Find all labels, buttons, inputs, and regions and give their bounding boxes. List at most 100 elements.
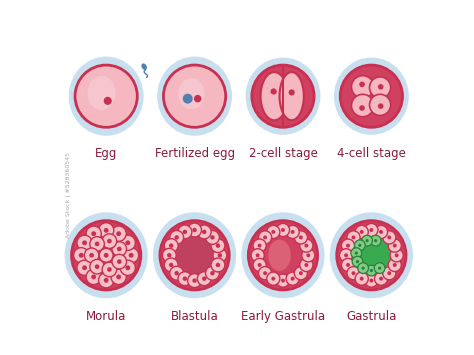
Circle shape: [102, 234, 117, 248]
Circle shape: [301, 249, 315, 262]
Text: Adobe Stock | #528360545: Adobe Stock | #528360545: [65, 152, 71, 238]
Circle shape: [248, 221, 318, 290]
Circle shape: [192, 278, 197, 283]
Circle shape: [356, 260, 359, 263]
Circle shape: [360, 277, 364, 281]
Circle shape: [104, 253, 109, 258]
Circle shape: [267, 272, 280, 285]
Circle shape: [188, 223, 201, 237]
Circle shape: [164, 65, 226, 127]
Ellipse shape: [246, 58, 319, 134]
Circle shape: [253, 239, 266, 252]
Circle shape: [188, 274, 201, 288]
Circle shape: [128, 253, 134, 258]
Circle shape: [304, 263, 308, 267]
Circle shape: [167, 253, 172, 257]
Circle shape: [125, 240, 130, 245]
Circle shape: [90, 237, 104, 251]
Circle shape: [253, 258, 266, 272]
Text: Early Gastrula: Early Gastrula: [241, 310, 325, 323]
Circle shape: [111, 226, 126, 241]
Circle shape: [174, 235, 179, 240]
Circle shape: [258, 231, 272, 244]
Ellipse shape: [280, 72, 304, 120]
Circle shape: [107, 267, 112, 272]
Circle shape: [337, 221, 406, 290]
Circle shape: [206, 266, 219, 280]
Circle shape: [174, 271, 179, 275]
Circle shape: [82, 240, 87, 245]
Circle shape: [341, 258, 355, 272]
Circle shape: [116, 231, 121, 236]
Text: Gastrula: Gastrula: [346, 310, 397, 323]
Circle shape: [252, 65, 314, 127]
Circle shape: [124, 248, 139, 263]
Circle shape: [370, 269, 373, 272]
Circle shape: [107, 239, 112, 244]
Circle shape: [281, 279, 285, 283]
Text: 2-cell stage: 2-cell stage: [248, 147, 318, 160]
Circle shape: [387, 235, 391, 239]
Circle shape: [294, 267, 308, 280]
Circle shape: [182, 230, 187, 234]
Circle shape: [178, 272, 192, 285]
Circle shape: [370, 235, 381, 246]
Circle shape: [378, 84, 383, 89]
Circle shape: [267, 225, 280, 239]
Circle shape: [365, 274, 378, 287]
Circle shape: [378, 103, 383, 109]
Circle shape: [112, 254, 127, 269]
Circle shape: [258, 244, 262, 247]
Text: Fertilized egg: Fertilized egg: [155, 147, 235, 160]
Circle shape: [211, 258, 225, 272]
Circle shape: [120, 260, 136, 275]
Circle shape: [359, 82, 365, 87]
Circle shape: [99, 223, 114, 238]
Circle shape: [104, 228, 109, 233]
Circle shape: [344, 253, 348, 257]
Circle shape: [116, 274, 121, 279]
Circle shape: [352, 235, 356, 239]
Circle shape: [347, 231, 360, 244]
Circle shape: [374, 239, 377, 242]
Circle shape: [299, 271, 303, 275]
Circle shape: [75, 65, 137, 127]
Circle shape: [286, 225, 299, 239]
Circle shape: [271, 277, 275, 281]
Circle shape: [99, 248, 113, 262]
Circle shape: [84, 248, 99, 263]
Circle shape: [112, 242, 127, 256]
Text: Morula: Morula: [86, 310, 127, 323]
Circle shape: [291, 230, 295, 234]
Circle shape: [355, 225, 368, 239]
Circle shape: [89, 253, 94, 258]
Ellipse shape: [154, 213, 236, 297]
Text: 4-cell stage: 4-cell stage: [337, 147, 406, 160]
Circle shape: [117, 247, 122, 251]
Circle shape: [197, 225, 211, 239]
Ellipse shape: [88, 76, 116, 110]
Circle shape: [289, 89, 295, 95]
Circle shape: [91, 231, 96, 236]
Circle shape: [176, 233, 218, 274]
Circle shape: [346, 230, 396, 280]
Circle shape: [95, 264, 100, 269]
Circle shape: [358, 263, 368, 273]
Circle shape: [178, 225, 192, 239]
Ellipse shape: [70, 57, 143, 135]
Circle shape: [79, 253, 83, 258]
Circle shape: [369, 228, 374, 232]
Circle shape: [104, 97, 112, 105]
Circle shape: [73, 248, 89, 263]
Circle shape: [388, 239, 401, 252]
Circle shape: [304, 244, 308, 247]
Circle shape: [91, 274, 96, 279]
Circle shape: [341, 239, 355, 252]
Circle shape: [216, 244, 220, 248]
Circle shape: [306, 253, 310, 257]
Circle shape: [271, 88, 277, 95]
Wedge shape: [258, 230, 299, 280]
Circle shape: [355, 251, 358, 255]
Circle shape: [169, 244, 173, 248]
Circle shape: [263, 271, 267, 275]
